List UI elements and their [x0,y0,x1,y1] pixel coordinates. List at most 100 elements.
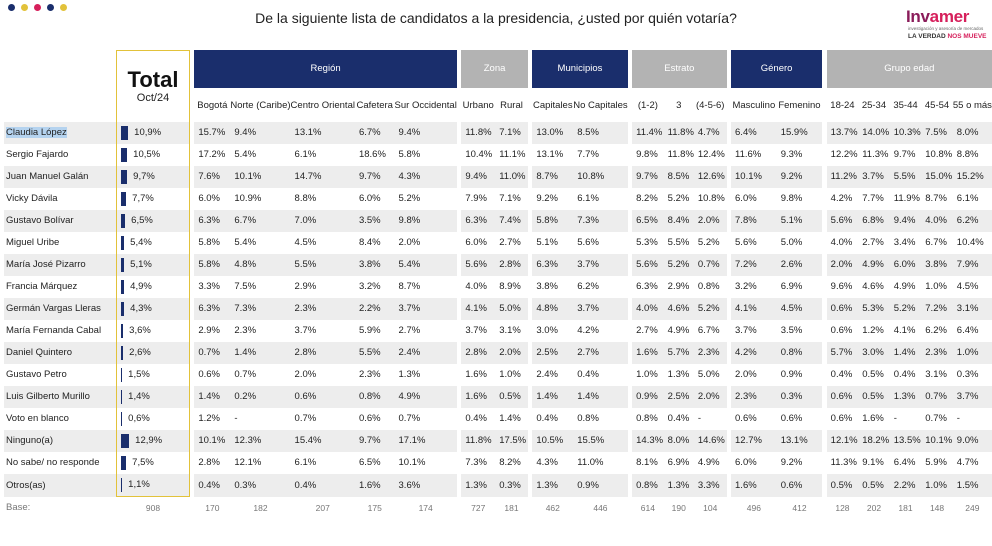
candidate-name: Gustavo Petro [6,369,67,380]
total-bar [121,148,128,162]
cell-value: 10.4% [956,237,984,248]
column-header: 35-44 [893,99,918,111]
cell-value: 4.2% [577,325,599,336]
cell-value: 0.4% [290,474,355,497]
cell-value: 5.5% [889,166,922,188]
cell-value: - [893,413,897,424]
base-value: 182 [253,503,268,513]
cell-value: 6.2% [577,281,599,292]
cell-value: 1.0% [925,281,947,292]
cell-value: 1.6% [461,386,496,408]
cell-value: 13.1% [536,149,564,160]
cell-value: 1.0% [499,369,521,380]
cell-value: 7.5% [234,281,257,292]
group-header: Municipios [532,50,628,88]
cell-value: 7.9% [465,193,487,204]
cell-value: 3.7% [952,386,992,408]
cell-value: 5.0% [780,237,803,248]
cell-value: 11.0% [495,166,528,188]
cell-value: 7.1% [499,193,521,204]
cell-value: 5.7% [663,342,694,364]
cell-value: 10.8% [573,166,628,188]
column-header: Sur Occidental [394,99,457,111]
cell-value: 3.2% [735,281,757,292]
cell-value: 3.7% [394,298,457,320]
cell-value: 13.0% [532,122,574,144]
cell-value: 0.3% [776,386,823,408]
cell-value: 4.0% [921,210,953,232]
total-bar [121,126,129,140]
cell-value: 3.1% [952,298,992,320]
base-value: 614 [640,503,655,513]
cell-value: 8.5% [573,122,628,144]
cell-value: 5.0% [495,298,528,320]
cell-value: 4.7% [693,122,727,144]
cell-value: 11.6% [735,149,762,160]
cell-value: 2.3% [731,386,777,408]
cell-value: 0.4% [577,369,599,380]
total-bar [121,170,128,184]
cell-value: 2.4% [394,342,457,364]
cell-value: 2.7% [499,237,521,248]
cell-value: 6.9% [667,457,690,468]
cell-value: 6.5% [358,457,381,468]
cell-value: 2.0% [826,254,859,276]
candidate-name: Ninguno(a) [4,430,117,452]
total-header: Total Oct/24 [116,50,190,122]
total-bar [121,434,130,448]
base-value: 148 [929,503,945,513]
cell-value: 9.4% [461,166,496,188]
cell-value: 7.7% [577,149,599,160]
total-value: 1,4% [128,391,150,402]
candidate-name: Daniel Quintero [4,342,117,364]
base-value: 249 [965,503,980,513]
column-header: No Capitales [573,99,628,111]
cell-value: 1.3% [398,369,421,380]
cell-value: 0.6% [776,474,823,497]
cell-value: 9.2% [780,457,803,468]
table-row: Sergio Fajardo 10,5% 17.2% 5.4% 6.1% 18.6% 5.8… [4,144,992,166]
cell-value: 0.5% [858,386,890,408]
cell-value: 9.4% [394,122,457,144]
cell-value: 2.8% [290,342,355,364]
cell-value: 3.5% [780,325,803,336]
cell-value: 0.6% [826,298,859,320]
cell-value: 2.7% [862,237,884,248]
cell-value: 1.3% [667,369,690,380]
cell-value: 0.5% [858,474,890,497]
cell-value: 4.8% [532,298,574,320]
cell-value: 6.7% [230,210,291,232]
cell-value: 4.5% [956,281,979,292]
cell-value: 2.0% [495,342,528,364]
base-value: 727 [471,503,486,513]
cell-value: 8.2% [499,457,521,468]
cell-value: 0.5% [495,386,528,408]
cell-value: 0.6% [780,413,803,424]
cell-value: 3.7% [294,325,317,336]
candidate-name: Luis Gilberto Murillo [4,386,117,408]
cell-value: 9.7% [632,166,664,188]
cell-value: 5.4% [234,237,257,248]
cell-value: 10.1% [398,457,426,468]
question-title: De la siguiente lista de candidatos a la… [255,10,737,26]
cell-value: 1.0% [952,342,992,364]
cell-value: 12.1% [826,430,859,452]
cell-value: 5.9% [358,325,381,336]
cell-value: 2.4% [536,369,558,380]
cell-value: 9.4% [889,210,922,232]
candidate-name: Gustavo Bolívar [4,210,117,232]
cell-value: 0.3% [495,474,528,497]
column-header: Urbano [462,99,494,111]
cell-value: 0.7% [294,413,317,424]
cell-value: 0.9% [780,369,803,380]
cell-value: 0.7% [234,369,257,380]
total-bar [121,214,126,228]
total-bar [121,236,125,250]
cell-value: 15.5% [573,430,628,452]
cell-value: 0.8% [577,413,599,424]
cell-value: 5.5% [354,342,395,364]
cell-value: 9.6% [830,281,853,292]
cell-value: 3.1% [925,369,947,380]
base-value: 104 [703,503,718,513]
cell-value: 6.1% [294,149,317,160]
